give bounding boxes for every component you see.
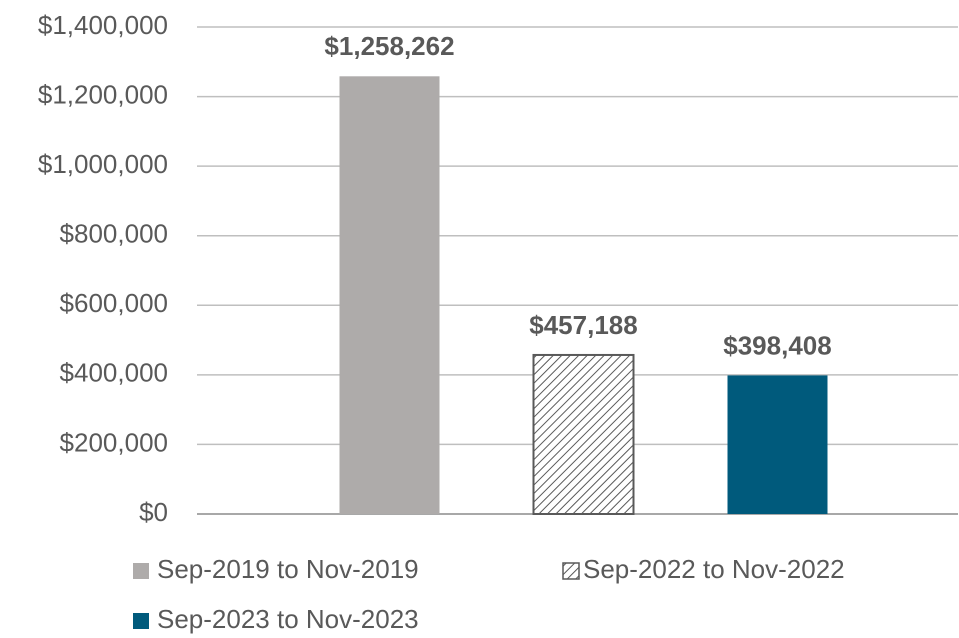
y-tick-label: $1,400,000 (38, 10, 168, 40)
y-tick-label: $1,000,000 (38, 149, 168, 179)
legend-label: Sep-2023 to Nov-2023 (157, 604, 419, 634)
value-label: $1,258,262 (324, 31, 454, 61)
legend-label: Sep-2019 to Nov-2019 (157, 554, 419, 584)
y-tick-label: $1,200,000 (38, 79, 168, 109)
y-tick-label: $200,000 (60, 427, 168, 457)
y-tick-label: $0 (139, 497, 168, 527)
value-label: $457,188 (529, 310, 637, 340)
legend-label: Sep-2022 to Nov-2022 (583, 554, 845, 584)
bar (727, 375, 828, 514)
value-label: $398,408 (723, 330, 831, 360)
y-tick-label: $600,000 (60, 288, 168, 318)
y-tick-label: $400,000 (60, 358, 168, 388)
bar (339, 76, 440, 515)
y-tick-label: $800,000 (60, 219, 168, 249)
legend-swatch (133, 613, 149, 629)
bar (532, 353, 635, 516)
legend-swatch (562, 562, 580, 580)
legend-swatch (133, 563, 149, 579)
